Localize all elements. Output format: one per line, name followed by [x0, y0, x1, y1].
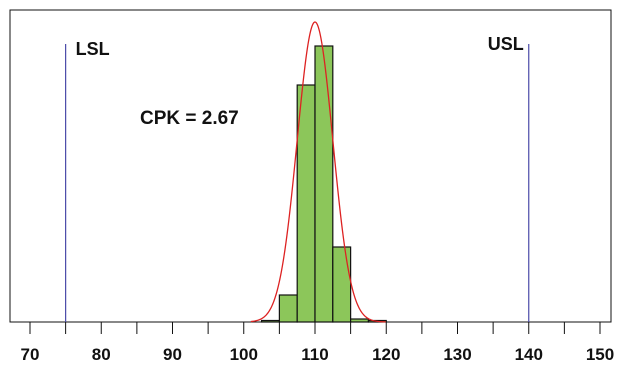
x-tick-label: 100	[230, 345, 258, 364]
x-tick-label: 120	[372, 345, 400, 364]
histogram-bar	[296, 84, 316, 323]
x-tick-label: 130	[443, 345, 471, 364]
x-tick-label: 70	[21, 345, 40, 364]
histogram-bar	[260, 319, 280, 323]
normal-fit-curve	[250, 21, 386, 323]
x-tick-label: 110	[301, 345, 328, 364]
x-tick-label: 140	[515, 345, 543, 364]
histogram-bar	[314, 45, 334, 323]
histogram-bar	[332, 246, 352, 323]
lsl-label: LSL	[76, 39, 110, 59]
x-tick-label: 150	[586, 345, 614, 364]
histogram-bars	[260, 45, 387, 323]
histogram-bar	[278, 294, 298, 323]
x-axis: 70 80 90 100 110 120 130 140 150	[21, 322, 614, 364]
x-tick-label: 90	[163, 345, 182, 364]
x-tick-label: 80	[92, 345, 111, 364]
fit-curve-layer	[250, 21, 386, 323]
spec-limits: LSL USL	[65, 34, 530, 322]
usl-label: USL	[488, 34, 524, 54]
cpk-annotation: CPK = 2.67	[140, 108, 239, 129]
histogram-bar	[350, 318, 370, 323]
